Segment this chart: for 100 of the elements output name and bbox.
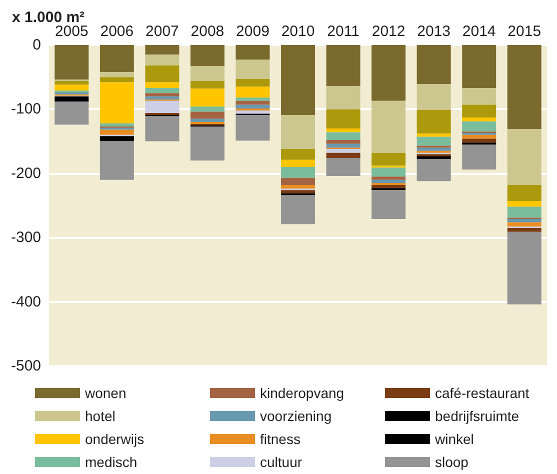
bar bbox=[507, 232, 542, 304]
bar bbox=[462, 121, 496, 132]
legend-label: onderwijs bbox=[85, 431, 144, 447]
legend-label: medisch bbox=[85, 454, 138, 470]
bar bbox=[326, 109, 360, 128]
bar bbox=[190, 126, 224, 161]
bar bbox=[100, 130, 134, 135]
bar bbox=[326, 86, 360, 110]
bar bbox=[281, 195, 316, 224]
bar bbox=[507, 206, 542, 218]
y-tick-label: -400 bbox=[10, 293, 42, 310]
bar bbox=[54, 96, 89, 102]
bar bbox=[236, 104, 270, 109]
legend-label: bedrijfsruimte bbox=[435, 408, 520, 424]
bar bbox=[100, 77, 134, 82]
bar bbox=[281, 149, 316, 160]
bar bbox=[236, 98, 270, 101]
bar bbox=[145, 82, 180, 88]
bar bbox=[190, 45, 224, 66]
bar bbox=[190, 88, 224, 107]
bar bbox=[281, 184, 316, 189]
y-tick-label: -100 bbox=[10, 100, 42, 118]
y-tick-label: -200 bbox=[10, 164, 42, 182]
bar bbox=[54, 84, 89, 91]
bar bbox=[190, 66, 224, 81]
bar bbox=[416, 84, 451, 110]
bar bbox=[372, 184, 406, 188]
y-tick-label: -500 bbox=[10, 358, 42, 374]
legend-label: voorziening bbox=[260, 408, 332, 424]
bar bbox=[281, 114, 316, 150]
bar bbox=[416, 136, 451, 146]
bar bbox=[326, 45, 360, 86]
x-tick-label: 2007 bbox=[146, 23, 179, 40]
bar bbox=[100, 136, 134, 142]
bar bbox=[281, 178, 316, 185]
bar bbox=[145, 96, 180, 100]
bar bbox=[507, 129, 542, 185]
bar bbox=[190, 106, 224, 112]
bar bbox=[416, 156, 451, 160]
x-tick-label: 2005 bbox=[54, 23, 88, 40]
x-tick-label: 2006 bbox=[100, 23, 134, 40]
bar bbox=[326, 140, 360, 144]
bar bbox=[54, 45, 89, 80]
bar bbox=[100, 72, 134, 78]
bar bbox=[326, 158, 360, 176]
bar bbox=[54, 101, 89, 125]
y-axis-title: x 1.000 m² bbox=[12, 9, 85, 26]
y-tick-label: 0 bbox=[32, 36, 42, 54]
bar bbox=[416, 159, 451, 182]
bar bbox=[281, 160, 316, 167]
x-tick-label: 2013 bbox=[417, 23, 451, 40]
x-tick-label: 2011 bbox=[327, 23, 360, 40]
bar bbox=[236, 100, 270, 105]
bar bbox=[145, 66, 180, 82]
legend-label: kinderopvang bbox=[260, 385, 344, 401]
x-tick-label: 2010 bbox=[281, 23, 315, 40]
bar bbox=[372, 168, 406, 177]
bar bbox=[236, 79, 270, 87]
bar bbox=[416, 45, 451, 84]
bar bbox=[100, 141, 134, 180]
bar bbox=[145, 93, 180, 96]
bar bbox=[372, 190, 406, 219]
bar bbox=[54, 80, 89, 85]
legend-label: café-restaurant bbox=[435, 385, 530, 401]
bar bbox=[462, 134, 496, 139]
bar bbox=[507, 45, 542, 130]
bar bbox=[372, 45, 406, 101]
legend-label: hotel bbox=[85, 408, 116, 424]
bar bbox=[145, 45, 180, 55]
bar bbox=[507, 222, 542, 227]
bar bbox=[326, 152, 360, 158]
bar bbox=[190, 80, 224, 89]
legend-label: wonen bbox=[84, 385, 126, 401]
bar bbox=[190, 112, 224, 119]
bar bbox=[281, 166, 316, 178]
bar bbox=[190, 118, 224, 122]
bar bbox=[372, 152, 406, 166]
bar bbox=[236, 60, 270, 80]
bar bbox=[236, 86, 270, 98]
bar bbox=[507, 228, 542, 232]
bar bbox=[100, 123, 134, 127]
bar bbox=[236, 114, 270, 141]
bar bbox=[145, 116, 180, 142]
bar bbox=[326, 144, 360, 148]
bar bbox=[372, 180, 406, 184]
legend-label: cultuur bbox=[260, 454, 302, 470]
legend-label: winkel bbox=[434, 431, 474, 447]
bar bbox=[462, 138, 496, 143]
x-tick-label: 2014 bbox=[462, 23, 496, 40]
bar bbox=[236, 110, 270, 114]
bar bbox=[145, 54, 180, 66]
bar bbox=[281, 190, 316, 194]
bar bbox=[416, 110, 451, 134]
bar bbox=[100, 45, 134, 72]
bar bbox=[416, 134, 451, 137]
bar bbox=[462, 88, 496, 105]
bar bbox=[416, 148, 451, 151]
bar bbox=[100, 82, 134, 124]
bar bbox=[372, 100, 406, 153]
bar bbox=[326, 132, 360, 140]
